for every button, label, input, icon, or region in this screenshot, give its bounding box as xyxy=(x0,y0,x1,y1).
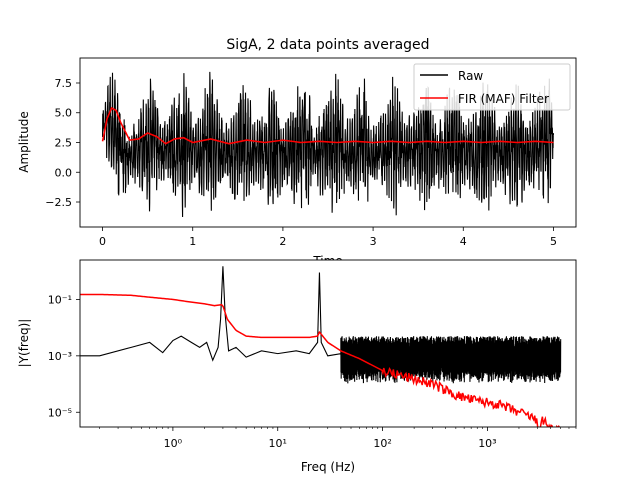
bottom-x-axis-label: Freq (Hz) xyxy=(301,460,355,474)
filtered-series-top xyxy=(101,106,554,145)
bottom-x-tick-label-2: 10² xyxy=(373,437,391,450)
filtered-spectrum xyxy=(80,293,561,427)
top-y-axis-ticks: −2.5 0.0 2.5 5.0 7.5 xyxy=(45,77,80,209)
filtered-spectrum-line xyxy=(80,293,561,427)
raw-series-top xyxy=(102,71,554,218)
bottom-x-tick-label-1: 10¹ xyxy=(269,437,287,450)
bottom-y-tick-label-0: 10⁻⁵ xyxy=(48,406,72,419)
bottom-x-axis-ticks: 10⁰ 10¹ 10² 10³ xyxy=(99,427,577,450)
top-x-tick-label-0: 0 xyxy=(99,235,106,248)
top-x-tick-label-2: 2 xyxy=(279,235,286,248)
top-y-tick-label-0: −2.5 xyxy=(45,196,72,209)
top-y-tick-label-1: 0.0 xyxy=(55,166,73,179)
bottom-y-tick-label-2: 10⁻¹ xyxy=(48,293,72,306)
legend-filter-label: FIR (MAF) Filter xyxy=(458,92,549,106)
time-domain-plot: SigA, 2 data points averaged 0 1 2 3 4 5 −2.5… xyxy=(17,37,577,268)
bottom-y-axis-ticks: 10⁻⁵ 10⁻³ 10⁻¹ xyxy=(48,293,80,419)
filtered-line-top xyxy=(101,106,554,145)
raw-spectrum-line xyxy=(80,266,562,384)
top-x-tick-label-4: 4 xyxy=(460,235,467,248)
raw-spectrum xyxy=(80,266,562,384)
top-chart-title: SigA, 2 data points averaged xyxy=(226,37,429,53)
top-x-axis-ticks: 0 1 2 3 4 5 xyxy=(99,227,557,248)
bottom-x-tick-label-0: 10⁰ xyxy=(164,437,183,450)
bottom-y-axis-label: |Y(freq)| xyxy=(17,319,31,368)
top-y-tick-label-3: 5.0 xyxy=(55,107,73,120)
top-y-tick-label-4: 7.5 xyxy=(55,77,73,90)
top-x-tick-label-1: 1 xyxy=(189,235,196,248)
top-y-axis-label: Amplitude xyxy=(17,111,31,173)
frequency-domain-plot: 10⁰ 10¹ 10² 10³ 10⁻⁵ 10⁻³ 10⁻¹ Freq (Hz) |Y(f… xyxy=(17,259,577,474)
legend-box xyxy=(413,63,571,111)
bottom-x-tick-label-3: 10³ xyxy=(478,437,496,450)
legend-raw-label: Raw xyxy=(458,69,483,83)
legend: Raw FIR (MAF) Filter xyxy=(413,63,571,111)
bottom-y-tick-label-1: 10⁻³ xyxy=(48,350,72,363)
raw-line-top xyxy=(102,71,554,218)
top-y-tick-label-2: 2.5 xyxy=(55,137,73,150)
top-x-tick-label-3: 3 xyxy=(370,235,377,248)
top-x-tick-label-5: 5 xyxy=(550,235,557,248)
